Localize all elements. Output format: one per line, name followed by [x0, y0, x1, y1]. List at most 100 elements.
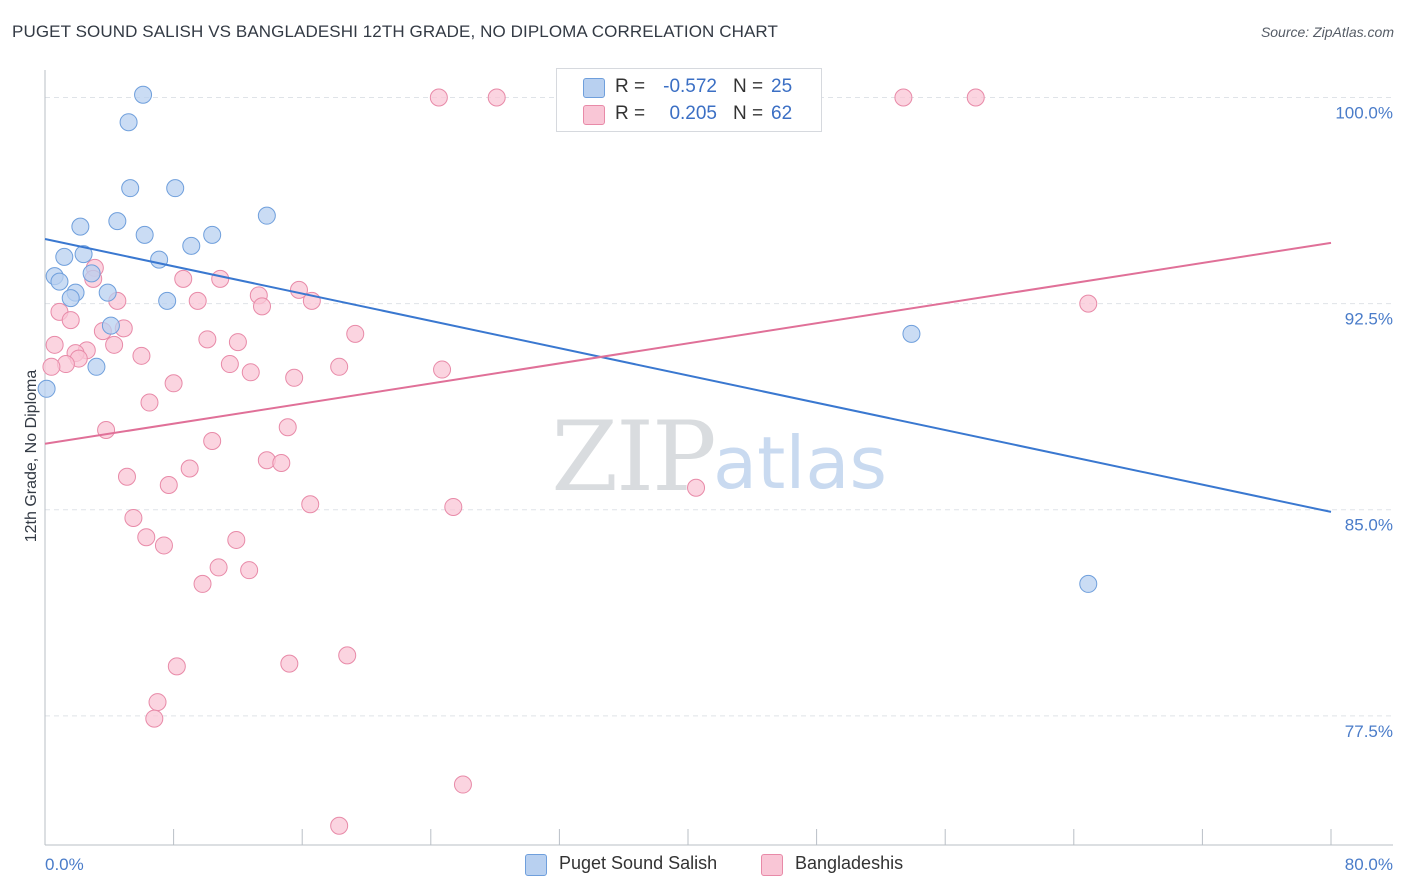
- point-puget-sound-salish: [50, 272, 69, 291]
- point-bangladeshis: [241, 363, 260, 382]
- point-bangladeshis: [174, 269, 193, 288]
- point-bangladeshis: [188, 291, 207, 310]
- point-puget-sound-salish: [87, 357, 106, 376]
- point-bangladeshis: [209, 558, 228, 577]
- point-puget-sound-salish: [37, 379, 56, 398]
- point-puget-sound-salish: [98, 283, 117, 302]
- point-bangladeshis: [145, 709, 164, 728]
- trendlines: [44, 238, 1332, 513]
- point-puget-sound-salish: [166, 179, 185, 198]
- legend-r-value: 0.205: [669, 103, 717, 124]
- point-bangladeshis: [228, 333, 247, 352]
- legend-label: Bangladeshis: [795, 853, 904, 873]
- point-bangladeshis: [167, 657, 186, 676]
- point-bangladeshis: [894, 88, 913, 107]
- legend-swatch-pink: [583, 105, 605, 125]
- point-bangladeshis: [330, 816, 349, 835]
- legend-row-bangladeshi: R = 0.205 N = 62: [557, 101, 821, 127]
- point-puget-sound-salish: [74, 245, 93, 264]
- legend-r-label: R =: [615, 76, 646, 97]
- legend-swatch-blue: [583, 78, 605, 98]
- point-bangladeshis: [137, 528, 156, 547]
- watermark-atlas: atlas: [713, 421, 887, 505]
- legend-r-label: R =: [615, 103, 646, 124]
- point-puget-sound-salish: [257, 206, 276, 225]
- point-bangladeshis: [220, 355, 239, 374]
- point-puget-sound-salish: [1079, 574, 1098, 593]
- watermark: ZIP atlas: [551, 401, 887, 513]
- x-tick-label: 80.0%: [1345, 855, 1393, 874]
- point-bangladeshis: [45, 335, 64, 354]
- point-bangladeshis: [164, 374, 183, 393]
- y-tick-label: 92.5%: [1345, 310, 1393, 329]
- point-bangladeshis: [1079, 294, 1098, 313]
- legend-n-label: N =: [733, 103, 764, 124]
- legend-r-value: -0.572: [663, 76, 717, 97]
- trendline-bangladeshis: [44, 241, 1332, 445]
- point-bangladeshis: [487, 88, 506, 107]
- points: [37, 85, 1098, 835]
- point-bangladeshis: [338, 646, 357, 665]
- point-bangladeshis: [148, 693, 167, 712]
- point-bangladeshis: [159, 475, 178, 494]
- series-legend: Puget Sound Salish Bangladeshis: [0, 852, 1406, 878]
- point-bangladeshis: [453, 775, 472, 794]
- grid: [45, 96, 1393, 717]
- point-puget-sound-salish: [61, 289, 80, 308]
- point-bangladeshis: [346, 324, 365, 343]
- point-puget-sound-salish: [135, 225, 154, 244]
- y-tick-label: 77.5%: [1345, 722, 1393, 741]
- point-bangladeshis: [42, 357, 61, 376]
- point-puget-sound-salish: [108, 212, 127, 231]
- point-puget-sound-salish: [158, 291, 177, 310]
- source-label: Source: ZipAtlas.com: [1260, 24, 1394, 40]
- point-bangladeshis: [433, 360, 452, 379]
- point-bangladeshis: [687, 478, 706, 497]
- point-puget-sound-salish: [55, 247, 74, 266]
- legend-row-puget: R = -0.572 N = 25: [557, 74, 821, 100]
- point-bangladeshis: [198, 330, 217, 349]
- x-tick-label: 0.0%: [45, 855, 84, 874]
- axes: [44, 70, 1393, 846]
- legend-n-label: N =: [733, 76, 764, 97]
- chart-title: PUGET SOUND SALISH VS BANGLADESHI 12TH G…: [12, 22, 778, 41]
- point-bangladeshis: [330, 357, 349, 376]
- point-bangladeshis: [429, 88, 448, 107]
- point-bangladeshis: [105, 335, 124, 354]
- legend-swatch-pink: [761, 854, 783, 876]
- point-puget-sound-salish: [203, 225, 222, 244]
- point-bangladeshis: [61, 311, 80, 330]
- point-bangladeshis: [444, 497, 463, 516]
- correlation-legend: R = -0.572 N = 25 R = 0.205 N = 62: [556, 68, 822, 132]
- trendline-puget-sound-salish: [44, 238, 1332, 513]
- point-bangladeshis: [180, 459, 199, 478]
- point-puget-sound-salish: [902, 324, 921, 343]
- point-bangladeshis: [280, 654, 299, 673]
- point-bangladeshis: [253, 297, 272, 316]
- point-puget-sound-salish: [150, 250, 169, 269]
- point-puget-sound-salish: [121, 179, 140, 198]
- point-bangladeshis: [117, 467, 136, 486]
- point-puget-sound-salish: [119, 113, 138, 132]
- legend-label: Puget Sound Salish: [559, 853, 718, 873]
- legend-n-value: 25: [771, 76, 793, 97]
- y-tick-label: 85.0%: [1345, 516, 1393, 535]
- point-bangladeshis: [272, 453, 291, 472]
- tick-labels: 77.5% 85.0% 92.5% 100.0% 0.0% 80.0%: [45, 103, 1393, 874]
- point-bangladeshis: [966, 88, 985, 107]
- y-axis-label: 12th Grade, No Diploma: [23, 370, 40, 543]
- point-bangladeshis: [211, 269, 230, 288]
- legend-n-value: 62: [771, 103, 793, 124]
- y-tick-label: 100.0%: [1335, 103, 1393, 122]
- point-bangladeshis: [301, 495, 320, 514]
- watermark-zip: ZIP: [551, 401, 714, 513]
- point-puget-sound-salish: [82, 264, 101, 283]
- point-bangladeshis: [285, 368, 304, 387]
- point-puget-sound-salish: [182, 236, 201, 255]
- point-bangladeshis: [140, 393, 159, 412]
- point-bangladeshis: [203, 432, 222, 451]
- point-bangladeshis: [124, 508, 143, 527]
- point-bangladeshis: [132, 346, 151, 365]
- point-bangladeshis: [193, 574, 212, 593]
